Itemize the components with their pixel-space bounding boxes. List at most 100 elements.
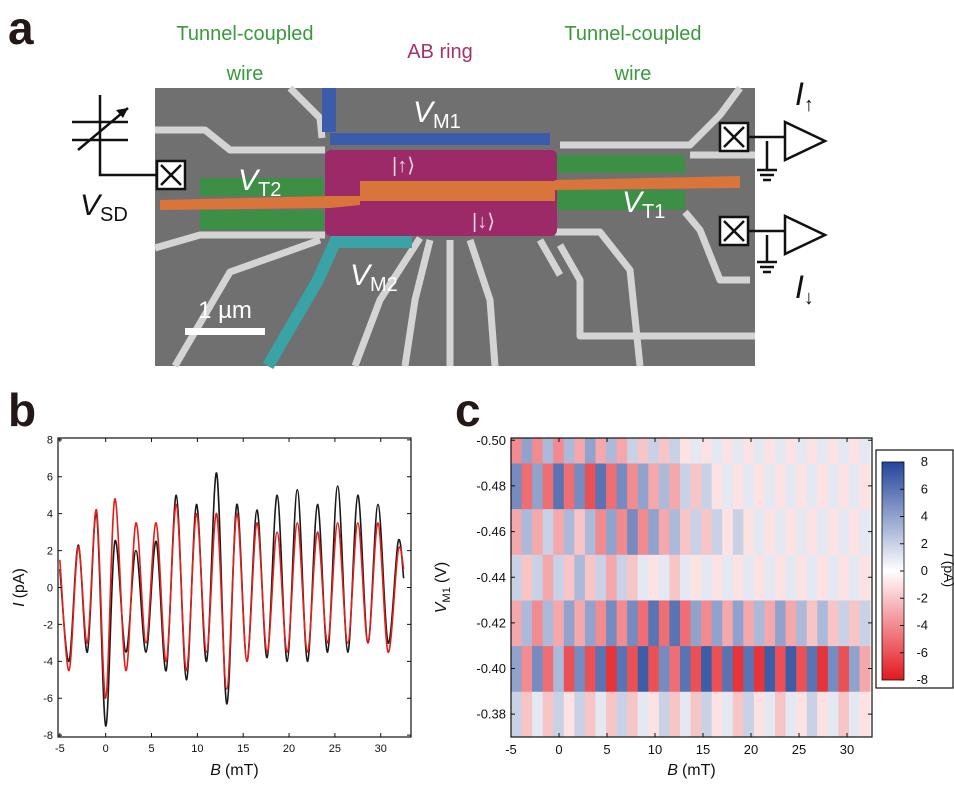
heatmap-cell <box>511 554 522 601</box>
heatmap-cell <box>648 463 660 510</box>
x-tick-label: 5 <box>603 742 610 757</box>
colorbar-tick-label: -4 <box>916 618 928 633</box>
heatmap-cell <box>722 438 734 464</box>
heatmap-cell <box>806 691 818 737</box>
header: AB ring <box>407 41 473 63</box>
heatmap-cell <box>859 645 871 692</box>
heatmap-cell <box>838 463 850 510</box>
heatmap-cell <box>658 600 670 647</box>
heatmap-cell <box>532 691 544 737</box>
axis-label: I(pA) <box>941 553 954 587</box>
heatmap-cell <box>584 600 596 647</box>
heatmap-cell <box>584 508 596 555</box>
heatmap-cell <box>658 463 670 510</box>
heatmap-cell <box>690 645 702 692</box>
heatmap-cell <box>785 691 797 737</box>
y-tick-label: -0.42 <box>476 615 506 630</box>
heatmap-cell <box>648 554 660 601</box>
heatmap-cell <box>743 463 755 510</box>
voltage-source <box>72 95 187 191</box>
heatmap-cell <box>743 691 755 737</box>
heatmap-cell <box>606 645 618 692</box>
heatmap-cell <box>732 691 744 737</box>
heatmap-cell <box>817 438 829 464</box>
heatmap-cell <box>511 691 522 737</box>
heatmap-cell <box>701 645 713 692</box>
heatmap-cell <box>796 508 808 555</box>
heatmap-cell <box>637 645 649 692</box>
y-tick-label: -0.46 <box>476 524 506 539</box>
heatmap-cell <box>827 645 839 692</box>
heatmap-cell <box>848 554 860 601</box>
heatmap-cell <box>648 645 660 692</box>
heatmap-cell <box>563 691 575 737</box>
heatmap-cell <box>627 600 639 647</box>
heatmap-cell <box>532 508 544 555</box>
heatmap-cell <box>817 691 829 737</box>
heatmap-cell <box>838 645 850 692</box>
heatmap-cell <box>785 600 797 647</box>
heatmap-cell <box>637 463 649 510</box>
heatmap-cell <box>785 508 797 555</box>
heatmap-cell <box>553 438 565 464</box>
heatmap-cell <box>817 554 829 601</box>
heatmap-cell <box>827 691 839 737</box>
heatmap-cell <box>648 438 660 464</box>
current-label: I↓ <box>795 269 814 309</box>
heatmap-cell <box>521 554 533 601</box>
heatmap-cell <box>542 554 554 601</box>
axis-label: I(pA) <box>11 568 28 607</box>
heatmap-cell <box>701 600 713 647</box>
colorbar-tick-label: -2 <box>916 590 928 605</box>
heatmap-cell <box>563 463 575 510</box>
line-chart: -5 0 5 10 15 20 25 30 -8 -6 -4 -2 0 2 4 6 8 B (mT) I(pA) <box>11 435 412 779</box>
heatmap-cell <box>595 508 607 555</box>
heatmap-cell <box>753 463 765 510</box>
y-tick-label: -0.44 <box>476 570 506 585</box>
heatmap-cell <box>775 463 786 510</box>
heatmap-cell <box>701 463 713 510</box>
heatmap-cell <box>627 645 639 692</box>
axis-label: B (mT) <box>667 762 715 779</box>
x-tick-label: 10 <box>648 742 662 757</box>
heatmap-cell <box>753 508 765 555</box>
heatmap-cell <box>542 691 554 737</box>
heatmap-cell <box>838 554 850 601</box>
heatmap-cell <box>584 463 596 510</box>
heatmap-cell <box>658 438 670 464</box>
gate-label: VT1 <box>622 186 665 223</box>
heatmap-cell <box>764 600 776 647</box>
heatmap-cell <box>764 691 776 737</box>
heatmap-cell <box>806 508 818 555</box>
heatmap-cell <box>764 508 776 555</box>
heatmap-cell <box>521 438 533 464</box>
heatmap-cell <box>658 554 670 601</box>
heatmap-cell <box>658 508 670 555</box>
x-tick-label: 25 <box>329 743 341 755</box>
y-tick-label: 0 <box>47 582 53 594</box>
heatmap-cell <box>753 600 765 647</box>
panel-label: b <box>8 384 36 436</box>
heatmap-cell <box>563 438 575 464</box>
x-tick-label: -5 <box>55 743 65 755</box>
heatmap-cell <box>616 508 628 555</box>
heatmap-cell <box>606 600 618 647</box>
heatmap-cell <box>595 438 607 464</box>
colorbar-tick-label: 6 <box>921 481 928 496</box>
y-tick-label: 2 <box>47 545 53 557</box>
heatmap-cell <box>838 438 850 464</box>
heatmap-cell <box>532 600 544 647</box>
colorbar-tick-label: 8 <box>921 454 928 469</box>
heatmap-cell <box>722 508 734 555</box>
heatmap-cell <box>806 645 818 692</box>
heatmap-cell <box>648 691 660 737</box>
heatmap-cell <box>743 554 755 601</box>
axis-label: B (mT) <box>210 762 258 779</box>
heatmap-cell <box>690 554 702 601</box>
heatmap-cell <box>532 438 544 464</box>
heatmap-cell <box>859 508 871 555</box>
heatmap-cell <box>701 508 713 555</box>
heatmap-cell <box>753 691 765 737</box>
heatmap-cell <box>574 508 586 555</box>
heatmap-cell <box>732 554 744 601</box>
